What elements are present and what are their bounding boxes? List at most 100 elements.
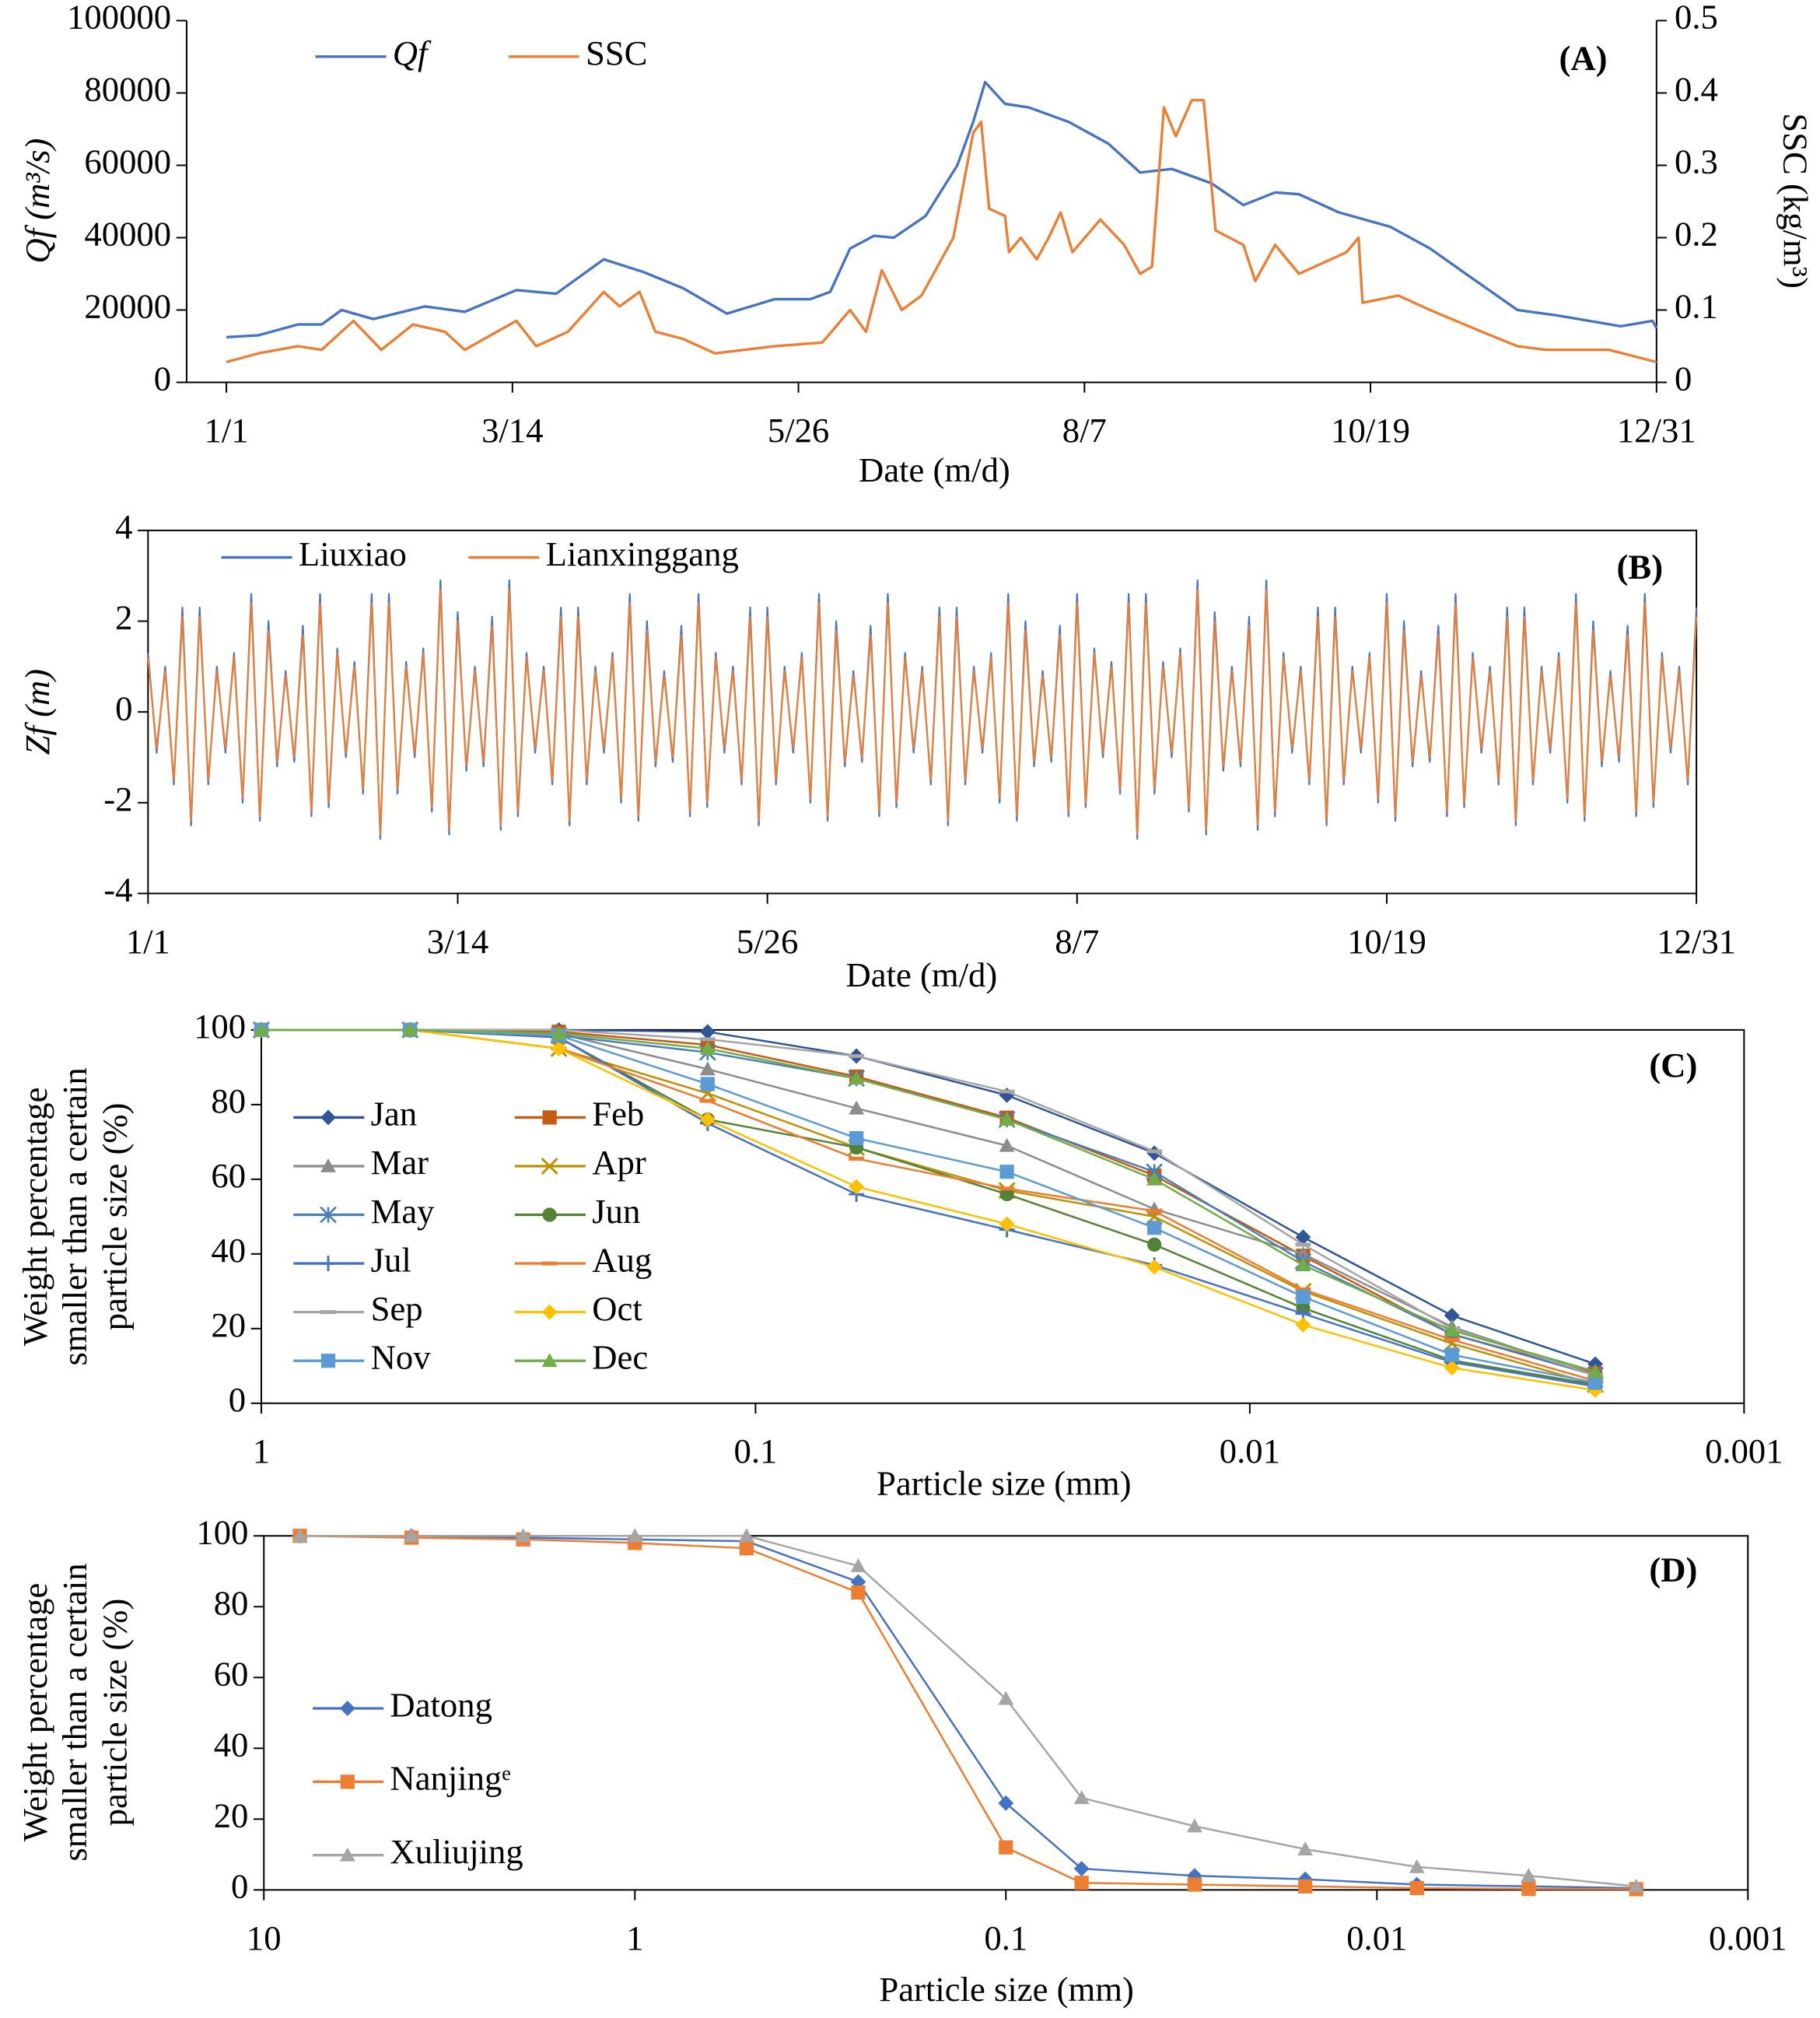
marker <box>542 1207 557 1222</box>
marker <box>699 1061 716 1076</box>
panel-label: (C) <box>1649 1046 1697 1084</box>
marker <box>541 1304 558 1320</box>
panel-label: (D) <box>1649 1550 1697 1589</box>
series-line <box>261 1028 1596 1386</box>
y-tick-label: 0 <box>154 359 171 398</box>
marker <box>999 1112 1015 1126</box>
marker <box>1444 1308 1460 1323</box>
y-tick-label: 0 <box>229 1380 246 1419</box>
x-tick-label: 5/26 <box>737 922 798 961</box>
series-line <box>261 1028 1596 1365</box>
marker <box>320 1158 336 1172</box>
x-tick-label: 0.001 <box>1705 1431 1783 1470</box>
marker <box>627 1528 643 1543</box>
marker <box>998 1690 1014 1705</box>
legend-label: Dec <box>592 1337 648 1376</box>
series-line <box>261 1028 1596 1384</box>
marker <box>340 1775 355 1789</box>
legend-label: Oct <box>592 1289 642 1328</box>
y-tick-label: 20000 <box>84 287 171 326</box>
marker <box>1073 1790 1090 1804</box>
marker <box>1409 1859 1425 1873</box>
marker <box>999 1840 1013 1855</box>
marker <box>1298 1879 1313 1894</box>
marker <box>1186 1818 1202 1833</box>
y-tick-label: 80 <box>211 1081 246 1120</box>
x-tick-label: 10/19 <box>1331 411 1410 450</box>
legend-label: Mar <box>371 1143 429 1182</box>
marker <box>551 1025 567 1040</box>
legend-label: Aug <box>592 1240 652 1279</box>
marker <box>998 1795 1014 1811</box>
marker <box>1187 1877 1202 1892</box>
marker <box>1444 1347 1459 1362</box>
marker <box>1521 1868 1537 1883</box>
marker <box>1409 1880 1424 1896</box>
marker <box>999 1137 1015 1152</box>
y2-tick-label: 0.1 <box>1675 287 1718 326</box>
marker <box>1444 1323 1460 1337</box>
y-axis-label: Weight percentage <box>16 1088 54 1347</box>
y-tick-label: 20 <box>214 1796 249 1835</box>
x-tick-label: 10/19 <box>1347 922 1426 961</box>
x-tick-label: 0.01 <box>1220 1431 1280 1470</box>
marker <box>1296 1289 1311 1305</box>
marker <box>515 1528 531 1543</box>
legend-label: SSC <box>586 33 648 72</box>
x-tick-label: 0.1 <box>984 1918 1027 1957</box>
series-line <box>261 1028 1596 1375</box>
marker <box>1147 1221 1162 1235</box>
x-tick-label: 8/7 <box>1062 411 1107 450</box>
legend-label: Jun <box>592 1192 640 1231</box>
marker <box>1074 1876 1089 1890</box>
series-line <box>226 99 1657 364</box>
marker <box>699 1040 716 1055</box>
legend-label: Jul <box>371 1240 411 1279</box>
y-tick-label: 60 <box>211 1156 246 1195</box>
marker <box>542 1110 557 1125</box>
series-line <box>261 1028 1596 1376</box>
y-axis-label: smaller than a certain <box>55 1563 94 1861</box>
marker <box>320 1256 336 1272</box>
marker <box>339 1701 355 1716</box>
series-line <box>261 1028 1596 1392</box>
y2-axis-label: SSC (kg/m³) <box>1776 113 1815 289</box>
x-axis-label: Particle size (mm) <box>879 1970 1133 2009</box>
marker <box>849 1130 864 1146</box>
x-tick-label: 1/1 <box>126 922 170 961</box>
marker <box>1295 1229 1311 1245</box>
y-tick-label: 100 <box>196 1513 248 1552</box>
marker <box>1587 1364 1603 1378</box>
y-tick-label: -4 <box>103 871 132 909</box>
legend-label: Apr <box>592 1143 646 1182</box>
marker <box>849 1179 865 1195</box>
marker <box>1628 1878 1644 1893</box>
y-tick-label: 0 <box>115 688 132 727</box>
x-tick-label: 1/1 <box>204 411 248 450</box>
marker <box>254 1021 269 1036</box>
legend-label: May <box>371 1192 436 1231</box>
x-tick-label: 10 <box>247 1918 282 1957</box>
plot-frame <box>260 1028 1745 1404</box>
x-tick-label: 12/31 <box>1657 922 1736 961</box>
series-line <box>147 588 1698 836</box>
x-axis-label: Particle size (mm) <box>877 1464 1131 1503</box>
x-tick-label: 8/7 <box>1055 922 1099 961</box>
marker <box>699 1112 716 1127</box>
marker <box>699 1024 716 1040</box>
y-tick-label: 100000 <box>67 0 171 37</box>
y-axis-label: Qf (m³/s) <box>18 138 57 264</box>
series-line <box>261 1028 1596 1373</box>
y-tick-label: 4 <box>115 507 132 546</box>
marker <box>999 1216 1015 1232</box>
y-tick-label: 20 <box>211 1305 246 1344</box>
marker <box>999 1186 1014 1202</box>
x-tick-label: 3/14 <box>427 922 488 961</box>
marker <box>551 1040 567 1056</box>
y-tick-label: 0 <box>231 1867 248 1906</box>
marker <box>404 1528 420 1543</box>
marker <box>1295 1257 1311 1272</box>
x-tick-label: 12/31 <box>1617 411 1696 450</box>
x-tick-label: 0.001 <box>1709 1918 1787 1957</box>
